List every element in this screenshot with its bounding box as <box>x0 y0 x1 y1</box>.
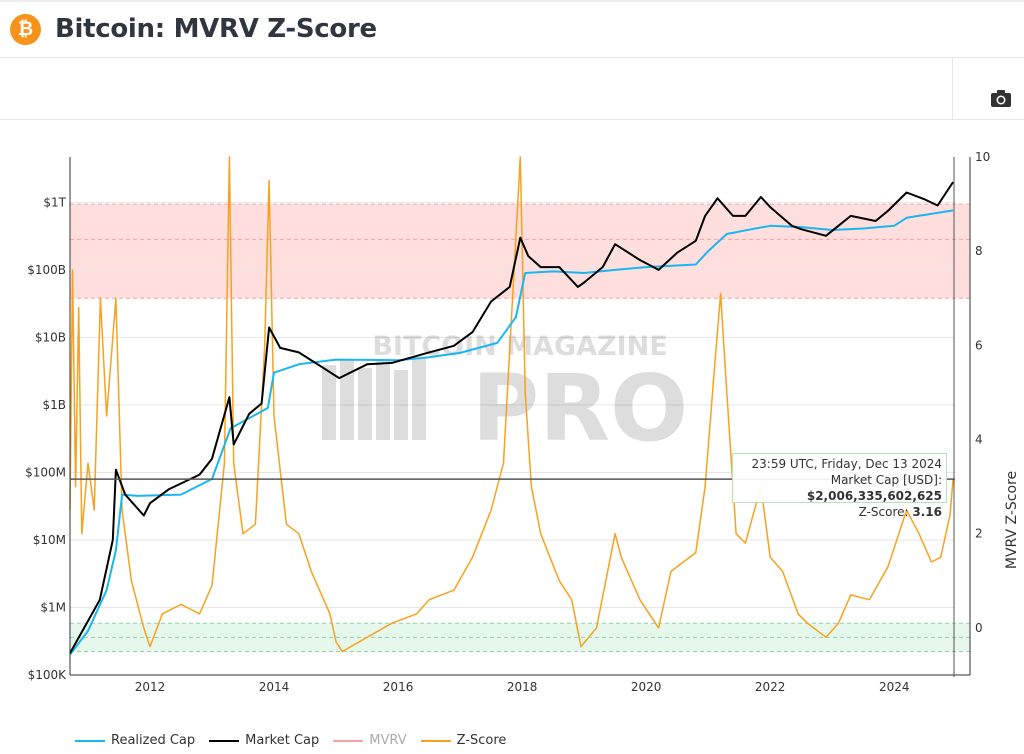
left-axis-tick: $1B <box>42 398 66 412</box>
chart-toolbar <box>0 58 1024 120</box>
legend: Realized Cap Market Cap MVRV Z-Score <box>75 733 506 748</box>
legend-item-market-cap[interactable]: Market Cap <box>209 733 319 748</box>
x-axis-tick: 2014 <box>259 680 290 694</box>
tooltip: 23:59 UTC, Friday, Dec 13 2024 Market Ca… <box>732 453 947 519</box>
x-axis-tick: 2012 <box>135 680 166 694</box>
x-axis-tick: 2024 <box>879 680 910 694</box>
toolbar-divider <box>952 58 953 119</box>
right-axis-tick: 8 <box>975 244 983 258</box>
left-axis-tick: $1T <box>43 195 66 209</box>
legend-label: Z-Score <box>456 733 507 748</box>
series-market-cap <box>69 181 954 654</box>
legend-swatch <box>333 739 364 742</box>
legend-label: Market Cap <box>245 733 320 748</box>
right-axis-tick: 4 <box>975 433 983 447</box>
right-axis-tick: 10 <box>975 150 990 164</box>
watermark-logo: BITCOIN MAGAZINE PRO <box>322 331 688 462</box>
x-axis-tick: 2018 <box>507 680 538 694</box>
legend-swatch <box>209 739 240 742</box>
left-axis-tick: $10M <box>33 533 66 547</box>
page-title: Bitcoin: MVRV Z-Score <box>55 14 377 44</box>
legend-swatch <box>420 739 451 742</box>
x-axis-tick: 2022 <box>755 680 786 694</box>
left-axis-tick: $10B <box>35 330 66 344</box>
left-axis-tick: $100K <box>28 668 68 682</box>
x-axis-tick: 2016 <box>383 680 414 694</box>
legend-item-mvrv[interactable]: MVRV <box>333 733 407 748</box>
legend-item-z-score[interactable]: Z-Score <box>420 733 507 748</box>
right-axis-label: MVRV Z-Score <box>1004 471 1020 569</box>
tooltip-marketcap-value: $2,006,335,602,625 <box>806 489 942 503</box>
zone-band <box>70 204 970 299</box>
header-bar: ₿ Bitcoin: MVRV Z-Score <box>0 0 1024 58</box>
right-axis-tick: 6 <box>975 338 983 352</box>
mvrv-chart: BITCOIN MAGAZINE PRO $100K $1M $10M $100M $1… <box>25 150 1020 694</box>
tooltip-datetime: 23:59 UTC, Friday, Dec 13 2024 <box>751 457 942 471</box>
camera-icon[interactable] <box>990 88 1012 108</box>
left-axis-tick: $100B <box>27 263 66 277</box>
legend-label: MVRV <box>369 733 407 748</box>
right-axis-tick: 2 <box>975 527 983 541</box>
right-axis-tick: 0 <box>975 621 983 635</box>
legend-label: Realized Cap <box>111 733 196 748</box>
tooltip-zscore-label: Z-Score: <box>858 505 913 519</box>
x-axis-tick: 2020 <box>631 680 662 694</box>
left-axis-tick: $100M <box>25 465 66 479</box>
legend-swatch <box>75 739 105 742</box>
legend-item-realized-cap[interactable]: Realized Cap <box>75 733 195 748</box>
bitcoin-icon: ₿ <box>10 14 41 45</box>
series-z-score <box>69 156 954 653</box>
tooltip-zscore-value: 3.16 <box>912 505 942 519</box>
left-axis-tick: $1M <box>40 600 66 614</box>
svg-text:BITCOIN MAGAZINE: BITCOIN MAGAZINE <box>372 331 667 362</box>
tooltip-marketcap-label: Market Cap [USD]: <box>830 473 942 487</box>
